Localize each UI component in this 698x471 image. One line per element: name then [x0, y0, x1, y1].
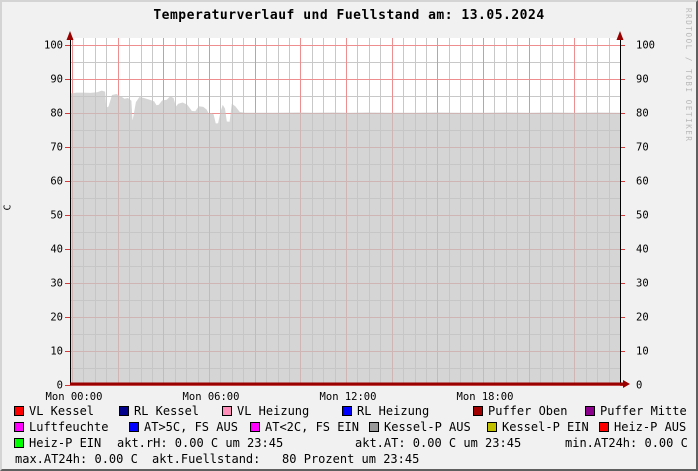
legend-swatch — [119, 406, 129, 416]
legend-item-rl-heizung: RL Heizung — [342, 405, 429, 417]
y-tick-label-right: 80 — [636, 108, 649, 120]
y-tick-label-left: 0 — [57, 380, 63, 392]
legend-item-at-lt2c-fs-ein: AT<2C, FS EIN — [250, 421, 359, 433]
legend-label: RL Kessel — [134, 404, 200, 418]
chart-title: Temperaturverlauf und Fuellstand am: 13.… — [153, 8, 545, 23]
legend-swatch — [14, 406, 24, 416]
y-tick-label-right: 20 — [636, 312, 649, 324]
legend-label: Kessel-P EIN — [502, 420, 589, 434]
legend-item-at-gt5c-fs-aus: AT>5C, FS AUS — [129, 421, 238, 433]
legend-label: AT<2C, FS EIN — [265, 420, 359, 434]
legend-item-heiz-p-ein: Heiz-P EIN — [14, 437, 101, 449]
stat-max-at24h: max.AT24h: 0.00 C — [15, 452, 138, 466]
y-tick-label-right: 90 — [636, 74, 649, 86]
stat-akt-rh: akt.rH: 0.00 C um 23:45 — [117, 436, 284, 450]
y-tick-label-right: 100 — [636, 40, 655, 52]
y-tick-label-left: 70 — [50, 142, 63, 154]
y-tick-label-left: 80 — [50, 108, 63, 120]
y-tick-label-left: 100 — [44, 40, 63, 52]
legend-swatch — [14, 438, 24, 448]
legend-label: VL Kessel — [29, 404, 95, 418]
y-tick-label-left: 90 — [50, 74, 63, 86]
left-axis-arrow-icon — [66, 31, 74, 40]
y-axis-unit-label: C — [2, 204, 14, 211]
legend-label: Heiz-P AUS — [614, 420, 687, 434]
legend-label: Puffer Mitte — [600, 404, 687, 418]
axis-frame — [70, 40, 621, 385]
x-tick-label: Mon 18:00 — [457, 391, 514, 403]
legend-label: AT>5C, FS AUS — [144, 420, 238, 434]
legend-swatch — [250, 422, 260, 432]
legend-swatch — [473, 406, 483, 416]
legend-label: Puffer Oben — [488, 404, 568, 418]
legend-label: Heiz-P EIN — [29, 436, 102, 450]
legend-item-vl-kessel: VL Kessel — [14, 405, 94, 417]
y-tick-label-left: 50 — [50, 210, 63, 222]
stat-min-at24h: min.AT24h: 0.00 C — [565, 436, 688, 450]
legend-item-rl-kessel: RL Kessel — [119, 405, 199, 417]
y-tick-label-right: 70 — [636, 142, 649, 154]
axis-labels: 0 0 10 10 20 20 30 30 40 40 50 50 60 60 70 70 80 80 90 90 10… — [44, 40, 655, 404]
legend-item-heiz-p-aus: Heiz-P AUS — [599, 421, 686, 433]
legend-label: RL Heizung — [357, 404, 430, 418]
legend-label: VL Heizung — [237, 404, 310, 418]
legend-item-puffer-mitte: Puffer Mitte — [585, 405, 687, 417]
plot-area: 0 0 10 10 20 20 30 30 40 40 50 50 60 60 70 70 80 80 90 90 10… — [44, 31, 655, 404]
legend-item-kessel-p-ein: Kessel-P EIN — [487, 421, 589, 433]
y-tick-label-right: 0 — [636, 380, 642, 392]
y-tick-label-right: 60 — [636, 176, 649, 188]
right-axis-arrow-icon — [616, 31, 624, 40]
y-tick-label-right: 50 — [636, 210, 649, 222]
y-tick-label-left: 10 — [50, 346, 63, 358]
stat-akt-at: akt.AT: 0.00 C um 23:45 — [355, 436, 522, 450]
y-tick-label-right: 40 — [636, 244, 649, 256]
legend-label: Kessel-P AUS — [384, 420, 471, 434]
legend-swatch — [599, 422, 609, 432]
y-tick-label-left: 20 — [50, 312, 63, 324]
legend-swatch — [14, 422, 24, 432]
legend-swatch — [129, 422, 139, 432]
legend-swatch — [585, 406, 595, 416]
legend-swatch — [342, 406, 352, 416]
series-fuellstand-area — [70, 90, 620, 385]
legend-swatch — [487, 422, 497, 432]
legend-label: Luftfeuchte — [29, 420, 109, 434]
legend-swatch — [222, 406, 232, 416]
y-tick-label-right: 10 — [636, 346, 649, 358]
legend-item-puffer-oben: Puffer Oben — [473, 405, 567, 417]
rrdtool-watermark: RRDTOOL / TOBI OETIKER — [684, 8, 693, 143]
y-tick-label-left: 30 — [50, 278, 63, 290]
y-tick-label-right: 30 — [636, 278, 649, 290]
x-axis-arrow-icon — [623, 380, 630, 388]
legend-item-vl-heizung: VL Heizung — [222, 405, 309, 417]
x-tick-label: Mon 06:00 — [183, 391, 240, 403]
stat-fuellstand: akt.Fuellstand: 80 Prozent um 23:45 — [152, 452, 420, 466]
legend-swatch — [369, 422, 379, 432]
y-tick-label-left: 40 — [50, 244, 63, 256]
x-tick-label: Mon 12:00 — [320, 391, 377, 403]
legend-item-luftfeuchte: Luftfeuchte — [14, 421, 108, 433]
y-tick-label-left: 60 — [50, 176, 63, 188]
x-tick-label: Mon 00:00 — [46, 391, 103, 403]
legend-item-kessel-p-aus: Kessel-P AUS — [369, 421, 471, 433]
